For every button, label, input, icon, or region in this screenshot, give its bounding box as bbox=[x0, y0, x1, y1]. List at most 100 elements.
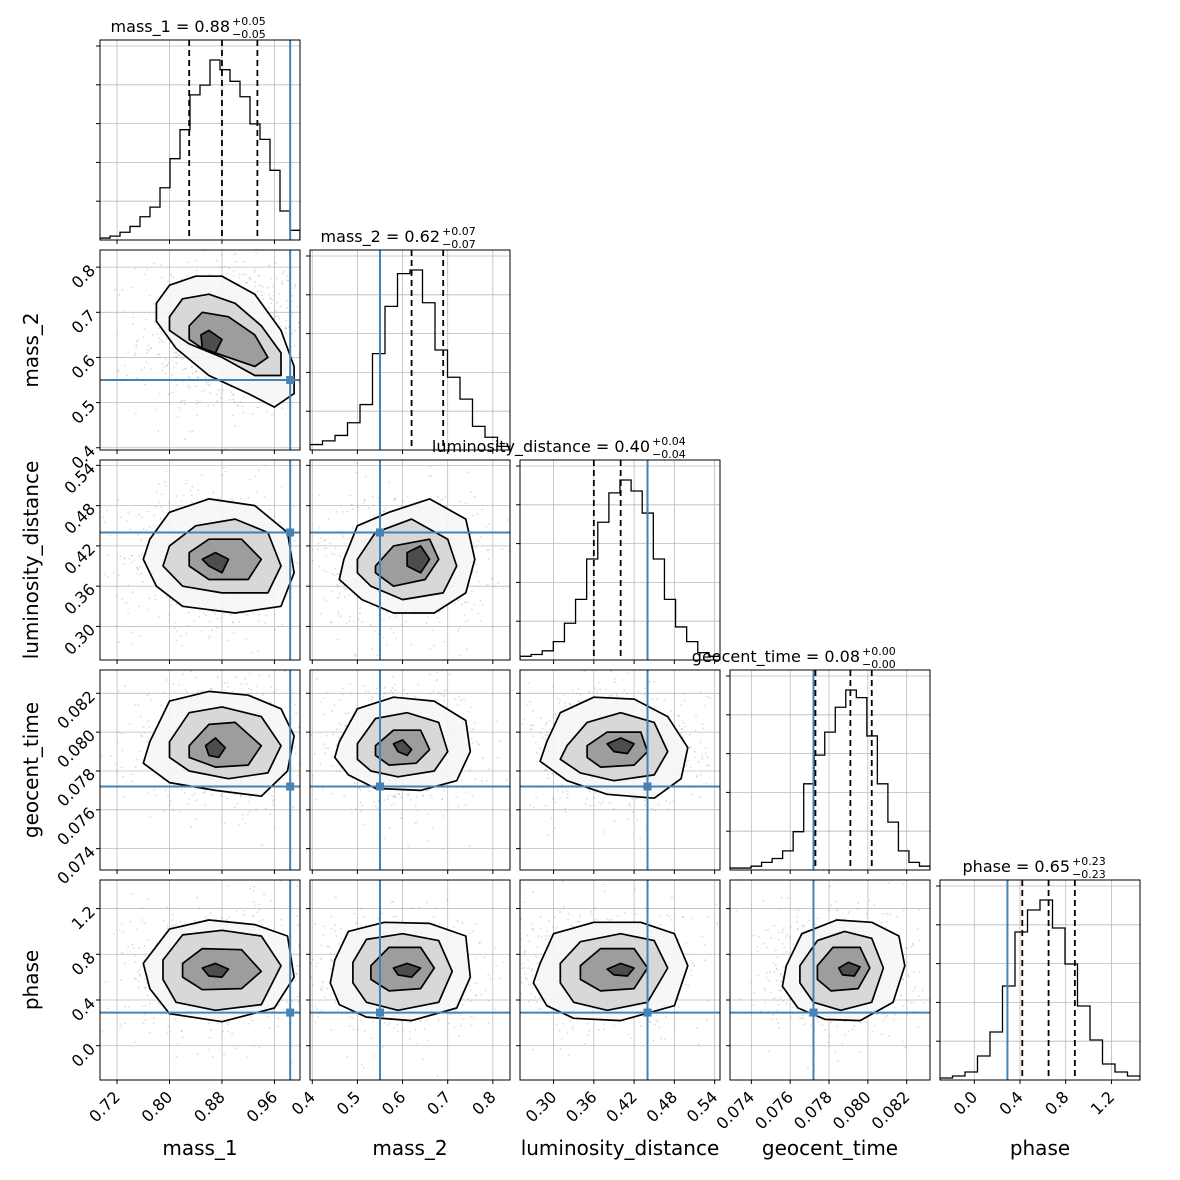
scatter-point bbox=[248, 1022, 250, 1025]
scatter-point bbox=[211, 793, 213, 796]
scatter-point bbox=[168, 803, 171, 806]
scatter-point bbox=[297, 726, 300, 729]
scatter-point bbox=[393, 498, 396, 500]
scatter-point bbox=[302, 953, 304, 955]
scatter-point bbox=[391, 671, 393, 673]
scatter-point bbox=[464, 502, 467, 505]
panel-frame bbox=[519, 459, 721, 661]
scatter-point bbox=[131, 773, 134, 775]
scatter-point bbox=[213, 404, 216, 407]
scatter-point bbox=[680, 728, 683, 730]
scatter-point bbox=[694, 729, 697, 732]
scatter-point bbox=[152, 1022, 155, 1024]
scatter-point bbox=[303, 306, 305, 308]
scatter-point bbox=[153, 789, 156, 791]
scatter-point bbox=[194, 818, 197, 820]
scatter-point bbox=[486, 583, 489, 586]
scatter-point bbox=[137, 339, 140, 341]
scatter-point bbox=[195, 259, 198, 262]
scatter-point bbox=[124, 684, 127, 687]
scatter-point bbox=[401, 623, 404, 626]
scatter-point bbox=[245, 281, 248, 283]
scatter-point bbox=[228, 916, 231, 919]
scatter-point bbox=[232, 398, 235, 401]
scatter-point bbox=[340, 505, 342, 507]
scatter-point bbox=[51, 316, 53, 318]
scatter-point bbox=[261, 844, 263, 847]
scatter-point bbox=[293, 776, 295, 778]
scatter-point bbox=[431, 797, 433, 800]
scatter-point bbox=[147, 720, 150, 722]
scatter-point bbox=[181, 399, 183, 402]
scatter-point bbox=[286, 299, 288, 302]
scatter-point bbox=[117, 369, 120, 372]
panel-title-minus: −0.05 bbox=[232, 28, 266, 41]
scatter-point bbox=[599, 688, 601, 691]
y-tick-label: 0.7 bbox=[68, 306, 99, 337]
scatter-point bbox=[134, 267, 137, 270]
scatter-point bbox=[654, 809, 656, 812]
scatter-point bbox=[123, 795, 125, 798]
scatter-point bbox=[158, 507, 160, 509]
scatter-point bbox=[322, 788, 324, 791]
scatter-point bbox=[262, 692, 264, 695]
scatter-point bbox=[162, 810, 165, 813]
scatter-point bbox=[602, 831, 605, 833]
scatter-point bbox=[657, 804, 660, 806]
scatter-point bbox=[174, 1018, 177, 1020]
scatter-point bbox=[298, 381, 300, 383]
scatter-point bbox=[193, 792, 196, 795]
scatter-point bbox=[252, 612, 255, 615]
scatter-point bbox=[585, 662, 587, 664]
scatter-point bbox=[217, 1022, 219, 1025]
scatter-point bbox=[154, 598, 157, 601]
scatter-point bbox=[463, 613, 466, 616]
scatter-point bbox=[130, 286, 133, 289]
scatter-point bbox=[217, 676, 219, 679]
truth-marker bbox=[286, 528, 295, 537]
scatter-point bbox=[171, 924, 174, 926]
scatter-point bbox=[302, 373, 304, 375]
scatter-point bbox=[515, 549, 517, 551]
scatter-point bbox=[246, 1056, 249, 1059]
scatter-point bbox=[535, 796, 537, 799]
scatter-point bbox=[187, 275, 190, 277]
scatter-point bbox=[476, 663, 478, 665]
scatter-point bbox=[313, 681, 315, 683]
scatter-point bbox=[67, 548, 69, 550]
scatter-point bbox=[281, 280, 284, 283]
scatter-point bbox=[558, 699, 561, 702]
scatter-point bbox=[457, 630, 459, 633]
scatter-point bbox=[433, 644, 435, 647]
scatter-point bbox=[296, 965, 299, 967]
scatter-point bbox=[410, 643, 413, 646]
scatter-point bbox=[216, 617, 219, 620]
scatter-point bbox=[293, 344, 296, 347]
scatter-point bbox=[332, 756, 335, 758]
scatter-point bbox=[166, 363, 169, 366]
scatter-point bbox=[387, 794, 390, 797]
scatter-point bbox=[597, 681, 600, 684]
scatter-point bbox=[354, 341, 356, 343]
scatter-point bbox=[190, 365, 193, 368]
scatter-point bbox=[389, 664, 391, 666]
scatter-point bbox=[355, 808, 358, 810]
scatter-point bbox=[204, 791, 206, 794]
scatter-point bbox=[332, 733, 335, 735]
scatter-point bbox=[371, 648, 373, 651]
scatter-point bbox=[331, 552, 333, 555]
scatter-point bbox=[371, 696, 374, 699]
scatter-point bbox=[143, 366, 146, 369]
scatter-point bbox=[143, 273, 146, 276]
scatter-point bbox=[407, 793, 410, 796]
scatter-point bbox=[688, 733, 691, 736]
scatter-point bbox=[305, 370, 307, 372]
scatter-point bbox=[362, 502, 365, 505]
scatter-point bbox=[207, 383, 210, 386]
scatter-point bbox=[232, 621, 235, 623]
scatter-point bbox=[427, 789, 430, 791]
scatter-point bbox=[315, 769, 317, 771]
scatter-point bbox=[469, 706, 472, 709]
scatter-point bbox=[159, 264, 162, 267]
